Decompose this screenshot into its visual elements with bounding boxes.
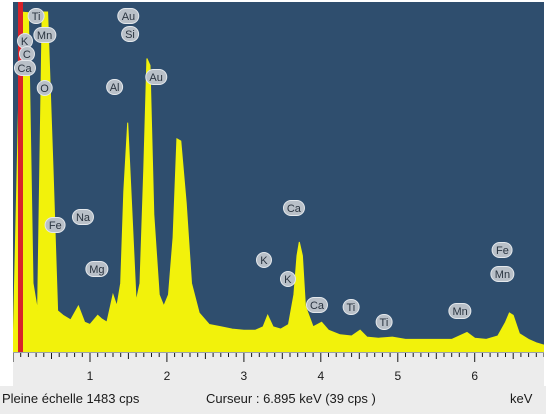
x-axis: 1 2 3 4 5 6 [13,352,544,387]
x-tick-label-5: 5 [394,369,402,383]
peak-label-k: K [279,270,296,287]
peak-label-c: C [18,46,35,63]
peak-label-fe: Fe [492,241,513,258]
x-tick-label-6: 6 [471,369,479,383]
peak-label-ti: Ti [375,314,393,331]
peak-label-au: Au [145,68,167,85]
peak-label-al: Al [105,78,124,95]
x-tick-label-4: 4 [317,369,325,383]
peak-label-ti: Ti [342,298,360,315]
peak-label-mn: Mn [32,27,57,44]
x-tick-label-1: 1 [86,369,94,383]
peak-label-na: Na [71,209,95,226]
peak-label-ca: Ca [282,200,305,217]
peak-label-au: Au [117,7,140,24]
peak-label-si: Si [121,26,139,43]
peak-label-o: O [36,79,53,96]
x-tick-label-3: 3 [240,369,248,383]
unit-label: keV [510,391,533,406]
x-tick-label-2: 2 [163,369,171,383]
peak-label-mg: Mg [85,260,109,277]
cursor-marker[interactable] [18,2,24,352]
peak-label-mn: Mn [490,266,515,283]
spectrum-plot[interactable]: Ti Mn K C Ca O Au Si Al Au Na Fe Mg Ca K K Ca Ti Ti Mn Fe Mn [13,2,544,352]
status-bar: Pleine échelle 1483 cps Curseur : 6.895 … [0,386,546,414]
peak-label-k: K [255,252,272,269]
spectrum-series-0 [13,11,544,352]
peak-label-mn: Mn [448,302,472,319]
peak-label-ca: Ca [305,296,328,313]
x-axis-ticks [13,353,544,362]
cursor-readout: Curseur : 6.895 keV (39 cps ) [206,391,376,406]
peak-label-ca: Ca [13,60,36,77]
spectrum-svg [13,11,544,352]
full-scale-readout: Pleine échelle 1483 cps [2,391,140,406]
peak-label-ti: Ti [27,8,45,25]
peak-label-fe: Fe [44,217,66,234]
